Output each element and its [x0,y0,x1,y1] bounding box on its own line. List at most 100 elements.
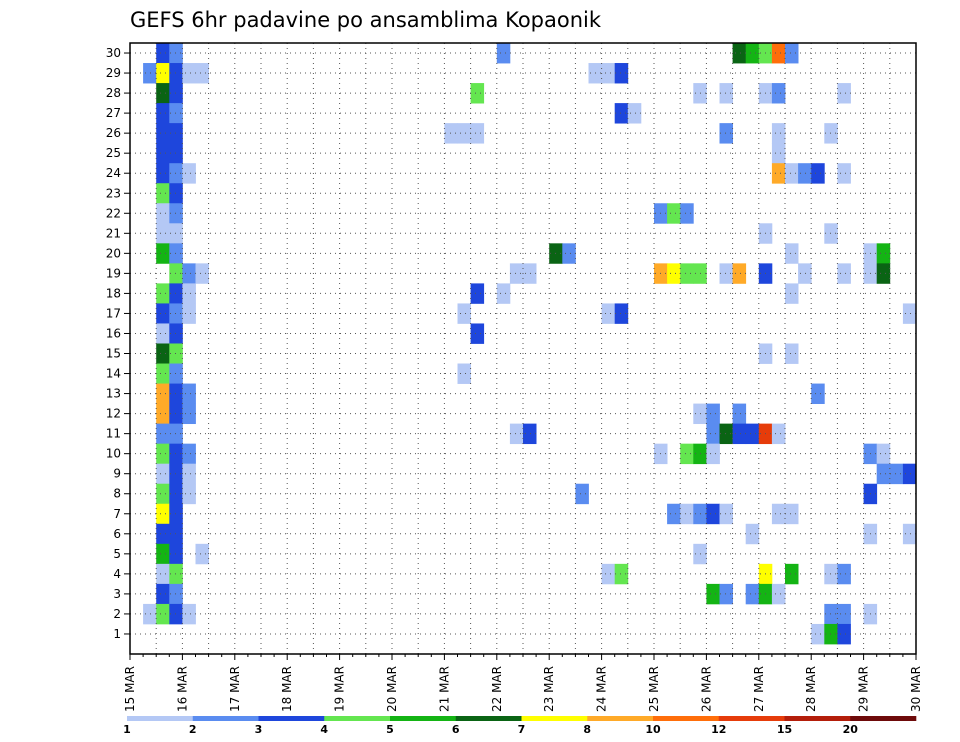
legend-swatch [258,716,325,721]
heatmap-cell [745,583,760,605]
legend-swatch [850,716,917,721]
heatmap-cell [182,603,196,625]
heatmap-cell [457,363,471,384]
x-tick-label: 21 MAR [437,666,451,712]
heatmap-cell [156,543,170,565]
heatmap-cell [156,323,170,344]
heatmap-cell [824,223,838,244]
y-tick-label: 20 [106,246,121,260]
heatmap-cell [706,423,720,445]
heatmap-cell [195,543,209,565]
heatmap-cell [156,183,170,204]
heatmap-cell [195,263,209,284]
y-tick-label: 18 [106,286,121,300]
heatmap-cell [182,383,196,404]
heatmap-cell [156,123,170,144]
heatmap-cell [614,563,629,585]
heatmap-cell [169,243,183,264]
heatmap-cell [824,603,838,625]
heatmap-cell [470,83,485,104]
heatmap-cell [785,343,799,364]
heatmap-cell [601,563,616,585]
y-tick-label: 12 [106,407,121,421]
y-tick-label: 26 [106,126,121,140]
heatmap-cell [876,443,891,465]
heatmap-cell [156,223,170,244]
heatmap-cell [156,443,170,465]
heatmap-cell [169,203,183,224]
heatmap-cell [156,43,170,64]
y-tick-label: 17 [106,306,121,320]
heatmap-cell [785,243,799,264]
heatmap-cell [156,303,170,324]
heatmap-cell [732,263,747,284]
heatmap-cell [824,563,838,585]
heatmap-cell [732,43,747,64]
heatmap-cell [811,383,825,404]
heatmap-cell [496,283,511,304]
x-tick-label: 15 MAR [123,666,137,712]
heatmap-cell [182,303,196,324]
heatmap-cell [457,303,471,324]
heatmap-cell [627,103,642,124]
x-tick-label: 23 MAR [542,666,556,712]
y-tick-label: 5 [113,547,121,561]
heatmap-cell [156,63,170,84]
heatmap-cell [182,63,196,84]
chart-title: GEFS 6hr padavine po ansamblima Kopaonik [130,8,602,32]
heatmap-cell [496,43,511,64]
heatmap-cell [745,423,760,445]
heatmap-cell [156,563,170,585]
y-tick-label: 10 [106,447,121,461]
legend-swatch [521,716,588,721]
y-tick-label: 23 [106,186,121,200]
heatmap-cell [169,183,183,204]
y-tick-label: 6 [113,527,121,541]
legend-tick-label: 1 [123,723,131,736]
heatmap-cell [719,423,733,445]
heatmap-cell [706,403,720,425]
heatmap-cell [614,303,629,324]
heatmap-cell [156,83,170,104]
y-tick-label: 2 [113,607,121,621]
heatmap-cell [169,383,183,404]
legend-tick-label: 12 [711,723,726,736]
x-tick-label: 17 MAR [228,666,242,712]
legend-swatch [718,716,785,721]
y-tick-label: 15 [106,347,121,361]
heatmap-cells [143,43,917,645]
legend-tick-label: 7 [518,723,526,736]
heatmap-cell [771,43,786,64]
y-tick-label: 9 [113,467,121,481]
heatmap-cell [889,463,904,485]
heatmap-cell [156,603,170,625]
heatmap-cell [143,603,157,625]
heatmap-cell [169,63,183,84]
heatmap-cell [771,583,786,605]
heatmap-cell [837,603,851,625]
heatmap-cell [902,303,917,324]
heatmap-cell [169,263,183,284]
heatmap-cell [824,123,838,144]
heatmap-cell [156,283,170,304]
heatmap-cell [169,483,183,505]
heatmap-cell [719,263,733,284]
y-tick-label: 24 [106,166,121,180]
heatmap-cell [156,343,170,364]
heatmap-cell [601,303,616,324]
legend-swatch [127,716,194,721]
heatmap-cell [798,263,812,284]
heatmap-cell [169,523,183,545]
heatmap-cell [169,563,183,585]
heatmap-cell [771,163,786,184]
heatmap-cell [156,383,170,404]
heatmap-cell [169,163,183,184]
legend-tick-label: 3 [255,723,263,736]
legend-tick-label: 8 [583,723,591,736]
heatmap-cell [169,423,183,445]
heatmap-cell [169,343,183,364]
heatmap-cell [680,443,694,465]
heatmap-cell [169,583,183,605]
heatmap-cell [169,83,183,104]
legend-tick-label: 5 [386,723,394,736]
